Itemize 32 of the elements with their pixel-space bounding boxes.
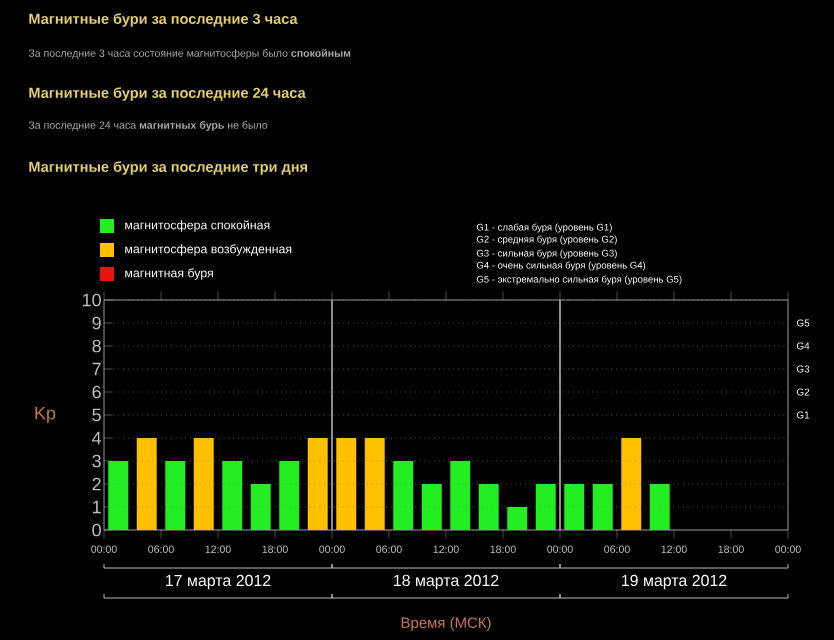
y-tick-label: 6 (92, 385, 101, 399)
bar (507, 507, 528, 530)
y-tick-label: 0 (92, 523, 101, 537)
bar (336, 438, 357, 530)
bar (222, 461, 243, 530)
y-tick-label: 8 (92, 339, 101, 353)
bar (564, 484, 585, 530)
y-tick-label: 4 (92, 431, 102, 445)
bar (250, 484, 271, 530)
bar (364, 438, 385, 530)
bar (621, 438, 642, 530)
y-tick-label: 10 (83, 293, 101, 307)
bar (592, 484, 613, 530)
bar (421, 484, 442, 530)
bar (478, 484, 499, 530)
y-tick-label: 1 (93, 500, 101, 514)
bar (108, 461, 129, 530)
bar (165, 461, 186, 530)
bar (393, 461, 414, 530)
y-tick-label: 2 (92, 477, 101, 491)
bar (307, 438, 328, 530)
y-axis-title: Kp (35, 406, 56, 424)
bar (649, 484, 670, 530)
y-tick-label: 5 (92, 408, 101, 422)
bar (193, 438, 214, 530)
y-tick-label: 3 (92, 454, 101, 468)
bar (279, 461, 300, 530)
y-tick-label: 9 (92, 316, 101, 330)
bar (535, 484, 556, 530)
y-tick-label: 7 (92, 362, 101, 376)
bar (450, 461, 471, 530)
bar (136, 438, 157, 530)
